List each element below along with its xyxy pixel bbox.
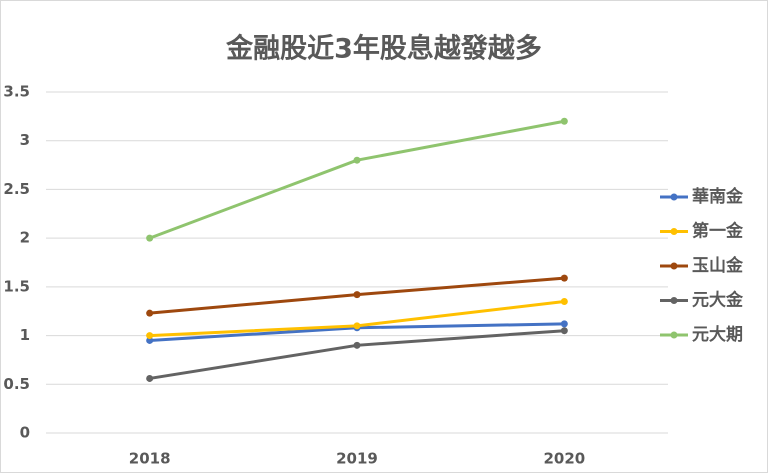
legend-label: 元大期 <box>692 324 743 345</box>
data-point <box>146 332 154 340</box>
y-tick-label: 0.5 <box>3 375 30 393</box>
y-tick-label: 0 <box>20 424 30 442</box>
legend-marker <box>670 193 678 201</box>
data-point <box>560 117 568 125</box>
x-tick-label: 2018 <box>129 450 171 468</box>
data-point <box>353 341 361 349</box>
legend-label: 第一金 <box>692 221 744 242</box>
legend-label: 元大金 <box>692 290 744 311</box>
legend-marker <box>670 297 678 304</box>
y-tick-label: 2 <box>20 229 30 247</box>
legend-label: 華南金 <box>692 186 744 207</box>
data-point <box>560 327 568 335</box>
x-tick-label: 2019 <box>336 450 378 468</box>
y-tick-label: 3 <box>20 131 30 149</box>
data-point <box>353 156 361 164</box>
y-tick-label: 3.5 <box>3 83 30 101</box>
y-tick-label: 1 <box>20 326 30 344</box>
legend-marker <box>670 331 678 339</box>
y-tick-label: 1.5 <box>3 277 30 295</box>
x-tick-label: 2020 <box>543 450 585 468</box>
legend-marker <box>670 262 678 270</box>
data-point <box>353 322 361 330</box>
data-point <box>146 234 154 242</box>
data-point <box>560 297 568 305</box>
data-point <box>560 274 568 282</box>
data-point <box>146 336 154 344</box>
data-point <box>353 291 361 299</box>
y-tick-label: 2.5 <box>3 180 30 198</box>
legend-label: 玉山金 <box>692 255 744 276</box>
legend-marker <box>670 228 678 235</box>
data-point <box>146 309 154 317</box>
chart-title: 金融股近3年股息越發越多 <box>225 33 542 65</box>
data-point <box>146 374 154 382</box>
data-point <box>560 320 568 328</box>
